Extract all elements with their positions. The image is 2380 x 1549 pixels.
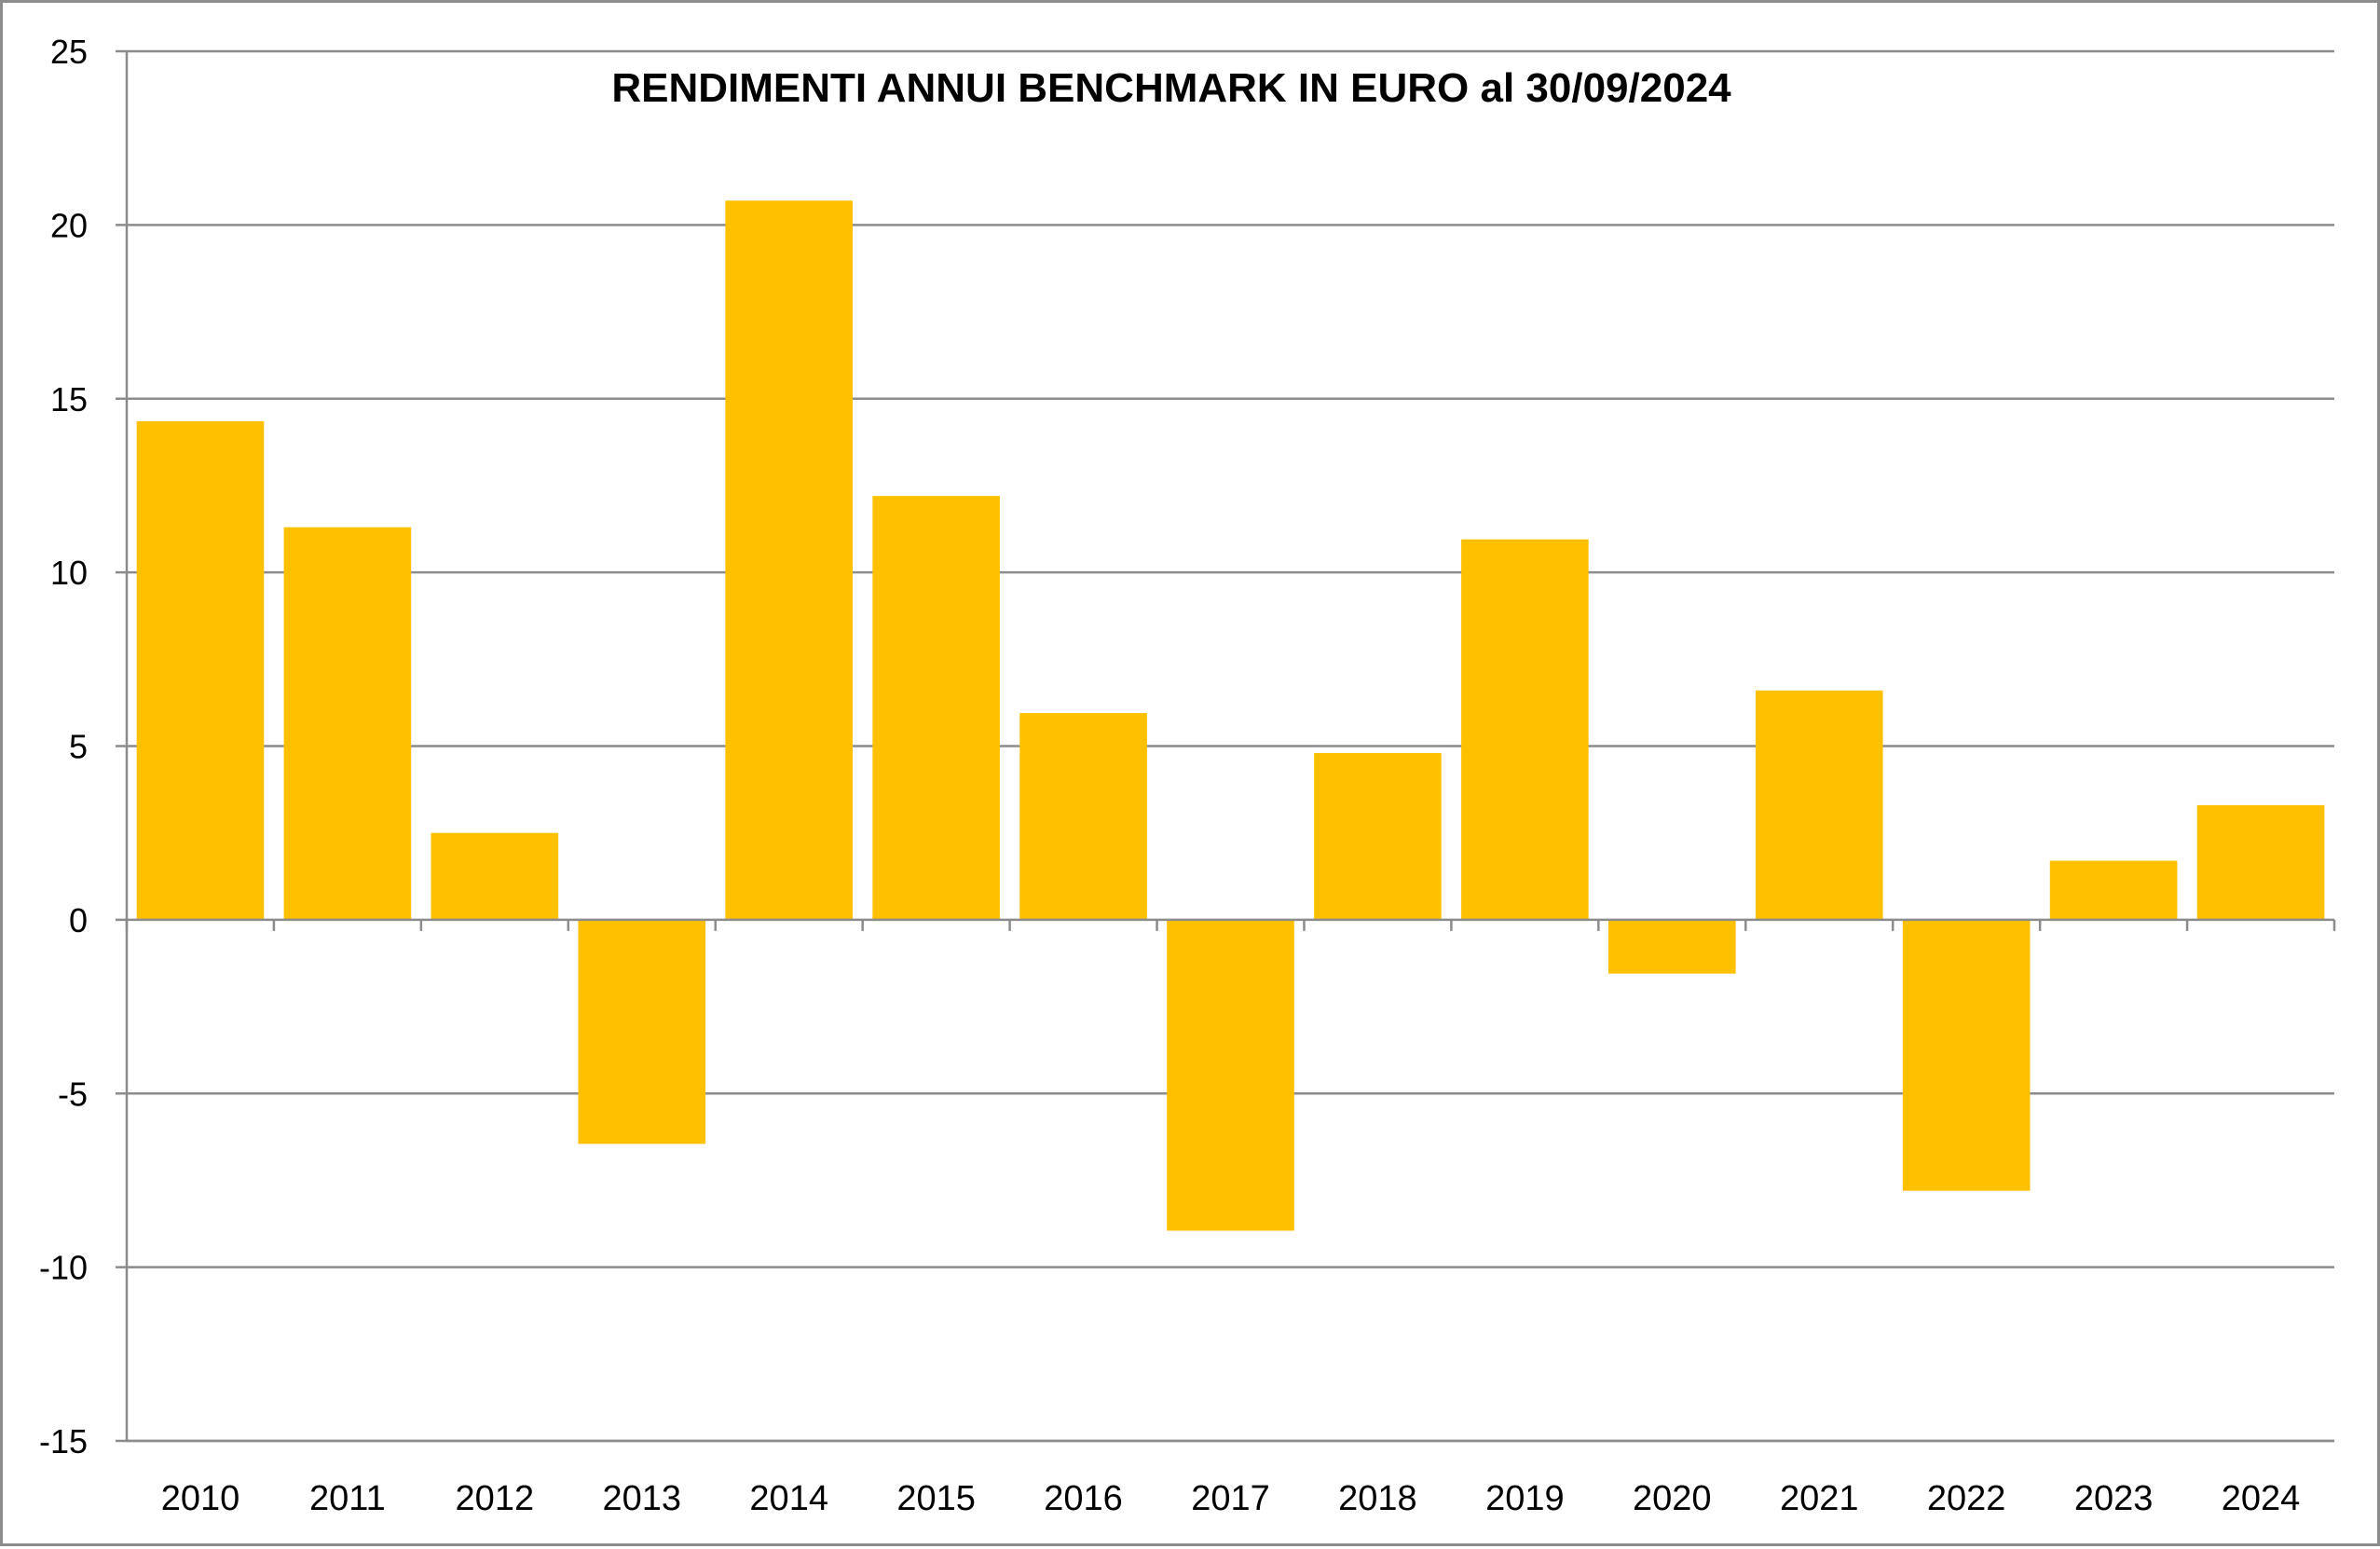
x-tick-label: 2019 bbox=[1485, 1479, 1565, 1518]
x-tick-label: 2023 bbox=[2074, 1479, 2154, 1518]
x-tick-label: 2024 bbox=[2222, 1479, 2301, 1518]
bar-2021 bbox=[1755, 690, 1883, 920]
x-tick-label: 2017 bbox=[1191, 1479, 1270, 1518]
bar-2016 bbox=[1019, 713, 1147, 920]
x-tick-label: 2012 bbox=[456, 1479, 535, 1518]
grid-lines bbox=[127, 49, 2334, 1443]
x-tick-label: 2013 bbox=[602, 1479, 681, 1518]
y-tick-label: 20 bbox=[50, 206, 88, 244]
x-tick-label: 2021 bbox=[1780, 1479, 1859, 1518]
bar-2014 bbox=[725, 200, 854, 920]
bar-2012 bbox=[431, 832, 559, 920]
chart-title: RENDIMENTI ANNUI BENCHMARK IN EURO al 30… bbox=[611, 65, 1731, 111]
bars bbox=[136, 200, 2325, 1231]
bar-2010 bbox=[136, 420, 265, 920]
y-tick-label: 0 bbox=[69, 901, 88, 939]
x-tick-label: 2015 bbox=[896, 1479, 976, 1518]
y-tick-label: -15 bbox=[39, 1422, 88, 1460]
x-tick-labels: 2010 2011 2012 2013 2014 2015 2016 2017 2018 2019… bbox=[161, 1479, 2301, 1518]
x-tick-label: 2011 bbox=[309, 1479, 386, 1518]
y-tick-label: 5 bbox=[69, 728, 88, 766]
y-tick-label: 25 bbox=[50, 33, 88, 71]
x-tick-label: 2016 bbox=[1044, 1479, 1123, 1518]
bar-2017 bbox=[1167, 919, 1294, 1231]
bar-2024 bbox=[2196, 804, 2325, 920]
bar-2019 bbox=[1461, 539, 1589, 920]
x-tick-label: 2022 bbox=[1927, 1479, 2006, 1518]
x-tick-label: 2010 bbox=[161, 1479, 240, 1518]
bar-2023 bbox=[2049, 860, 2178, 920]
y-tick-label: -10 bbox=[39, 1249, 88, 1287]
bar-2013 bbox=[578, 919, 706, 1145]
bar-2015 bbox=[872, 496, 1000, 920]
x-tick-label: 2018 bbox=[1338, 1479, 1417, 1518]
bar-2011 bbox=[283, 527, 412, 920]
bar-2020 bbox=[1607, 919, 1736, 974]
bar-2022 bbox=[1902, 919, 2031, 1191]
axes bbox=[116, 49, 2336, 1443]
x-tick-label: 2014 bbox=[749, 1479, 828, 1518]
y-tick-label: 10 bbox=[50, 554, 88, 592]
y-tick-labels: -15 -10 -5 0 5 10 15 20 25 bbox=[39, 33, 88, 1460]
y-tick-label: -5 bbox=[58, 1075, 88, 1113]
y-tick-label: 15 bbox=[50, 380, 88, 418]
x-tick-label: 2020 bbox=[1633, 1479, 1712, 1518]
bar-2018 bbox=[1314, 752, 1442, 920]
